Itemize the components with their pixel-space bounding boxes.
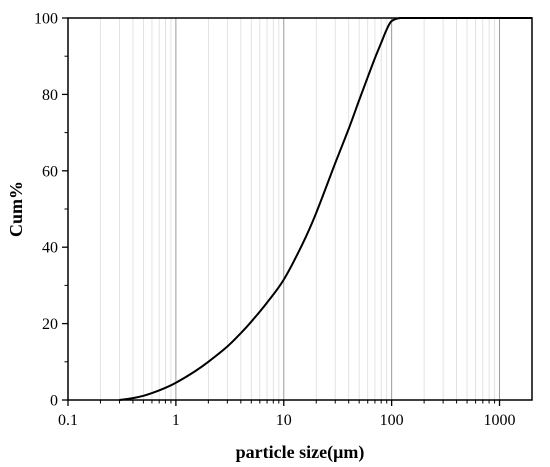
x-tick-label: 1 (172, 412, 180, 429)
y-axis-title: Cum% (6, 181, 26, 237)
series-line-cumulative (119, 17, 532, 401)
y-tick-label: 20 (42, 316, 58, 333)
plot-border (67, 17, 533, 401)
plot-frame (67, 17, 533, 401)
x-tick-label: 100 (380, 412, 404, 429)
y-tick-label: 60 (42, 163, 58, 180)
x-axis-title: particle size(μm) (236, 442, 365, 463)
y-tick-label: 100 (34, 11, 58, 28)
x-tick-label: 0.1 (58, 412, 78, 429)
y-tick-label: 0 (50, 393, 58, 410)
x-tick-label: 10 (276, 412, 292, 429)
axis-ticks: 0.1 1 10 100 1000 0 20 40 60 80 100 (34, 11, 516, 430)
y-tick-label: 80 (42, 87, 58, 104)
grid (100, 18, 501, 400)
x-tick-label: 1000 (484, 412, 516, 429)
y-tick-label: 40 (42, 240, 58, 257)
